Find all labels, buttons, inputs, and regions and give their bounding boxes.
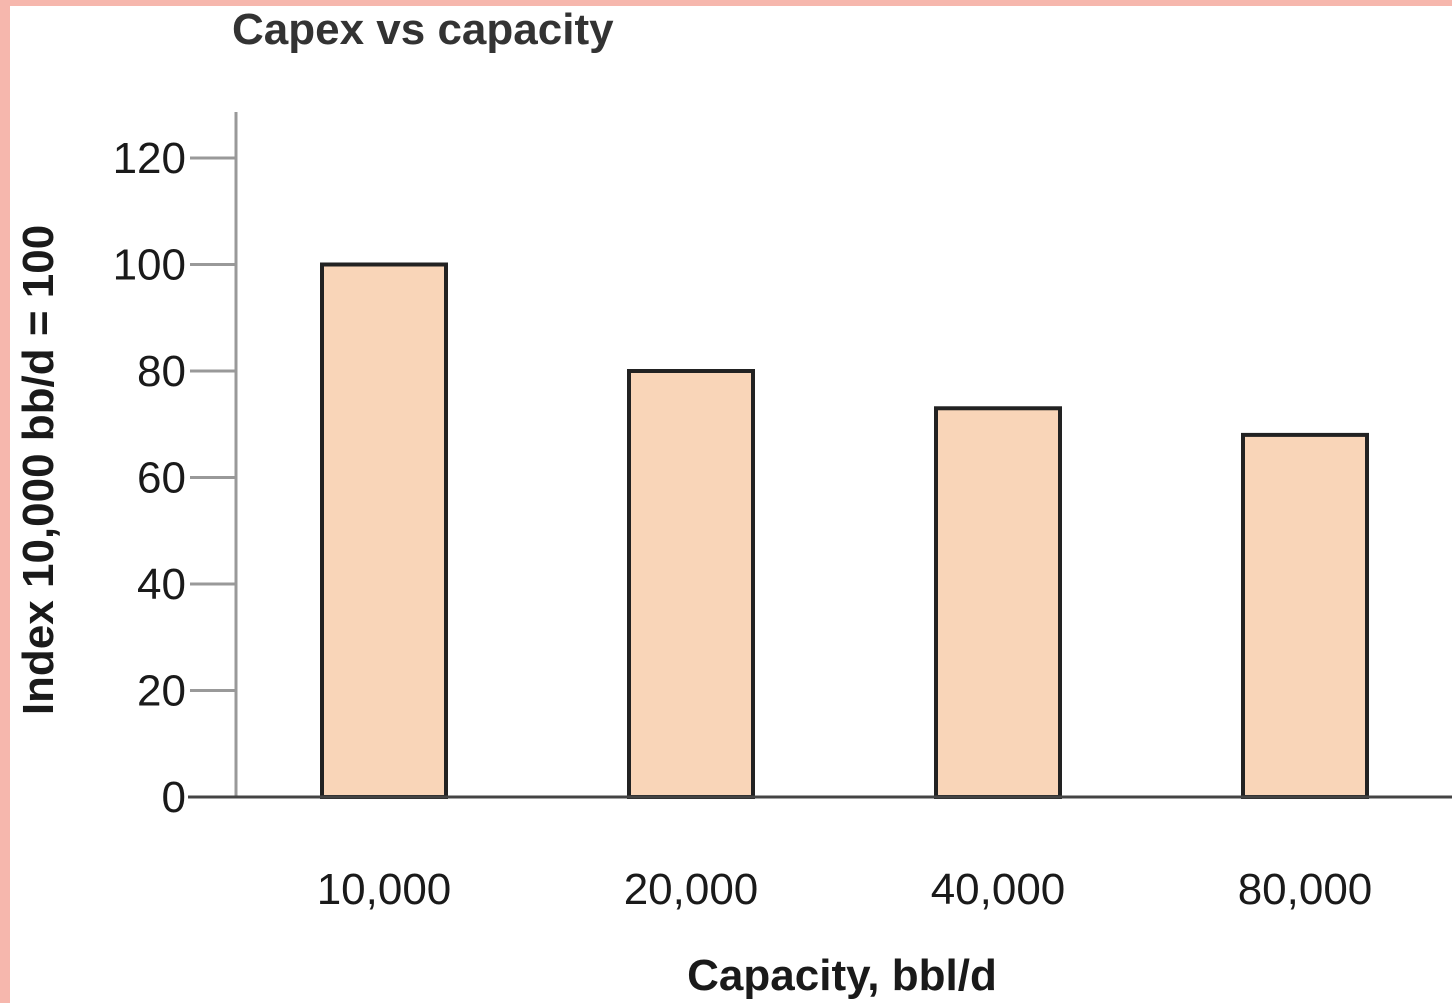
y-tick-label: 100 — [113, 241, 186, 290]
chart-title: Capex vs capacity — [232, 5, 614, 54]
y-tick-label: 20 — [137, 667, 186, 716]
bar — [320, 262, 448, 799]
bars — [188, 262, 1452, 799]
y-axis-title: Index 10,000 bb/d = 100 — [14, 225, 63, 715]
x-tick-label: 80,000 — [1238, 865, 1373, 914]
y-tick-label: 40 — [137, 560, 186, 609]
x-axis-title: Capacity, bbl/d — [687, 951, 997, 1000]
bar — [627, 369, 755, 799]
y-tick-label: 60 — [137, 454, 186, 503]
x-tick-labels: 10,000 20,000 40,000 80,000 — [317, 865, 1373, 914]
x-tick-label: 20,000 — [624, 865, 759, 914]
x-tick-label: 40,000 — [931, 865, 1066, 914]
y-tick-label: 120 — [113, 134, 186, 183]
y-tick-label: 80 — [137, 347, 186, 396]
y-tick-label: 0 — [162, 773, 186, 822]
x-tick-label: 10,000 — [317, 865, 452, 914]
y-axis: 0 20 40 60 80 100 120 — [113, 112, 238, 822]
bar — [1241, 432, 1369, 799]
bar — [934, 406, 1062, 799]
